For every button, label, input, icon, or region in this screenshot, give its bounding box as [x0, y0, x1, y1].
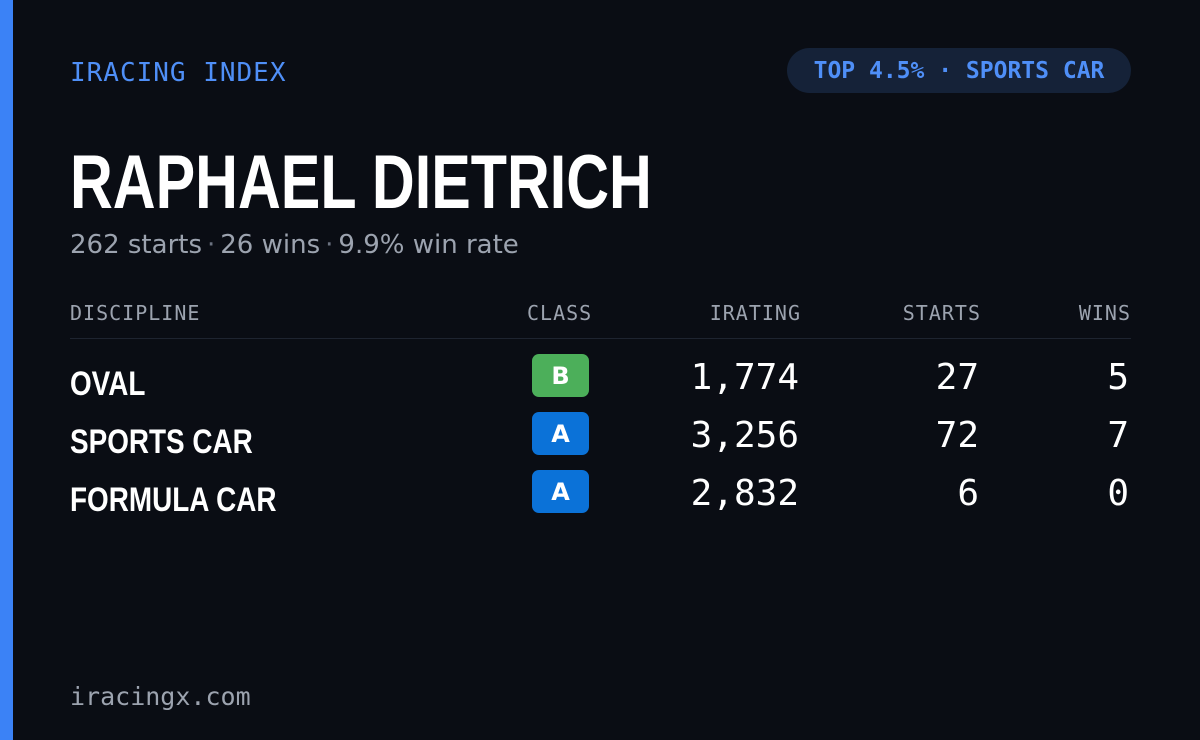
starts-cell: 72	[935, 415, 979, 456]
discipline-cell: SPORTS CAR	[70, 423, 253, 461]
brand-title: IRACING INDEX	[70, 58, 287, 88]
win-rate-summary: 9.9% win rate	[338, 230, 519, 260]
header-starts: STARTS	[902, 301, 981, 325]
discipline-cell: OVAL	[70, 365, 146, 403]
driver-summary: 262 starts · 26 wins · 9.9% win rate	[70, 228, 519, 262]
starts-summary: 262 starts	[70, 230, 202, 260]
class-badge: A	[532, 470, 589, 513]
table-row: SPORTS CAR A 3,256 72 7	[70, 410, 1131, 468]
starts-cell: 27	[935, 357, 979, 398]
discipline-cell: FORMULA CAR	[70, 481, 277, 519]
wins-cell: 0	[1107, 473, 1129, 514]
table-row: OVAL B 1,774 27 5	[70, 352, 1131, 410]
rank-badge: TOP 4.5% · SPORTS CAR	[787, 48, 1131, 93]
header-wins: WINS	[1078, 301, 1131, 325]
footer-domain: iracingx.com	[70, 682, 251, 711]
starts-cell: 6	[957, 473, 979, 514]
wins-cell: 7	[1107, 415, 1129, 456]
irating-cell: 1,774	[690, 357, 799, 398]
stats-table-header: DISCIPLINE CLASS IRATING STARTS WINS	[70, 300, 1131, 339]
irating-cell: 3,256	[690, 415, 799, 456]
header-discipline: DISCIPLINE	[70, 301, 201, 325]
wins-summary: 26 wins	[220, 230, 321, 260]
driver-name: RAPHAEL DIETRICH	[70, 140, 652, 225]
irating-cell: 2,832	[690, 473, 799, 514]
wins-cell: 5	[1107, 357, 1129, 398]
separator-dot: ·	[207, 230, 216, 260]
header-class: CLASS	[527, 301, 593, 325]
class-badge: B	[532, 354, 589, 397]
separator-dot: ·	[325, 230, 334, 260]
table-row: FORMULA CAR A 2,832 6 0	[70, 468, 1131, 526]
header-irating: IRATING	[709, 301, 801, 325]
class-badge: A	[532, 412, 589, 455]
accent-bar	[0, 0, 13, 740]
